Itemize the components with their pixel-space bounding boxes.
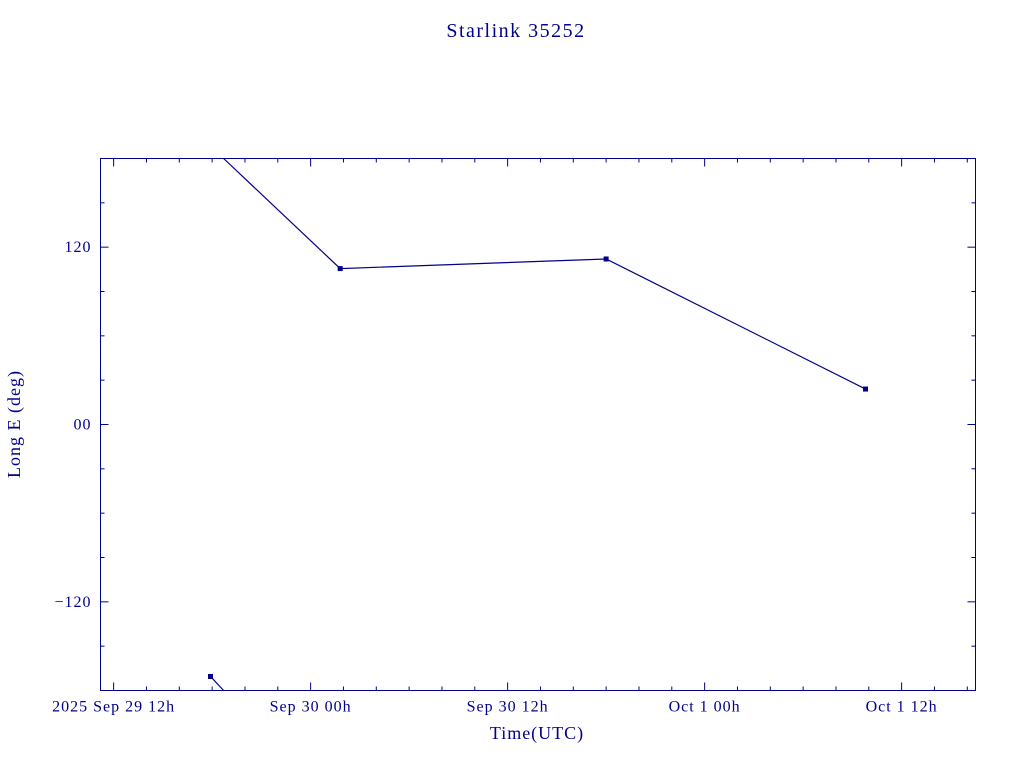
plot-frame xyxy=(100,158,976,691)
x-tick-label: Sep 30 12h xyxy=(467,699,549,716)
x-axis-label: Time(UTC) xyxy=(490,723,584,744)
longitude-main-segment xyxy=(223,158,866,390)
y-axis-label: Long E (deg) xyxy=(4,370,25,478)
data-point-marker xyxy=(207,673,213,679)
data-point-marker xyxy=(337,266,343,272)
chart-title: Starlink 35252 xyxy=(446,20,585,42)
x-tick-label: 2025 Sep 29 12h xyxy=(52,699,175,716)
x-tick-label: Oct 1 12h xyxy=(866,699,938,716)
data-markers xyxy=(207,256,869,679)
tick-labels: 2025 Sep 29 12h Sep 30 00h Sep 30 12h Oct 1… xyxy=(52,239,938,716)
data-series xyxy=(210,158,866,691)
x-tick-label: Oct 1 00h xyxy=(669,699,741,716)
x-tick-label: Sep 30 00h xyxy=(270,699,352,716)
data-point-marker xyxy=(603,256,609,262)
y-tick-label: 120 xyxy=(65,239,92,256)
axis-ticks xyxy=(100,158,976,691)
y-tick-label: −120 xyxy=(54,594,91,611)
y-tick-label: 00 xyxy=(74,417,92,434)
data-point-marker xyxy=(863,386,869,392)
plot-border xyxy=(100,158,976,691)
